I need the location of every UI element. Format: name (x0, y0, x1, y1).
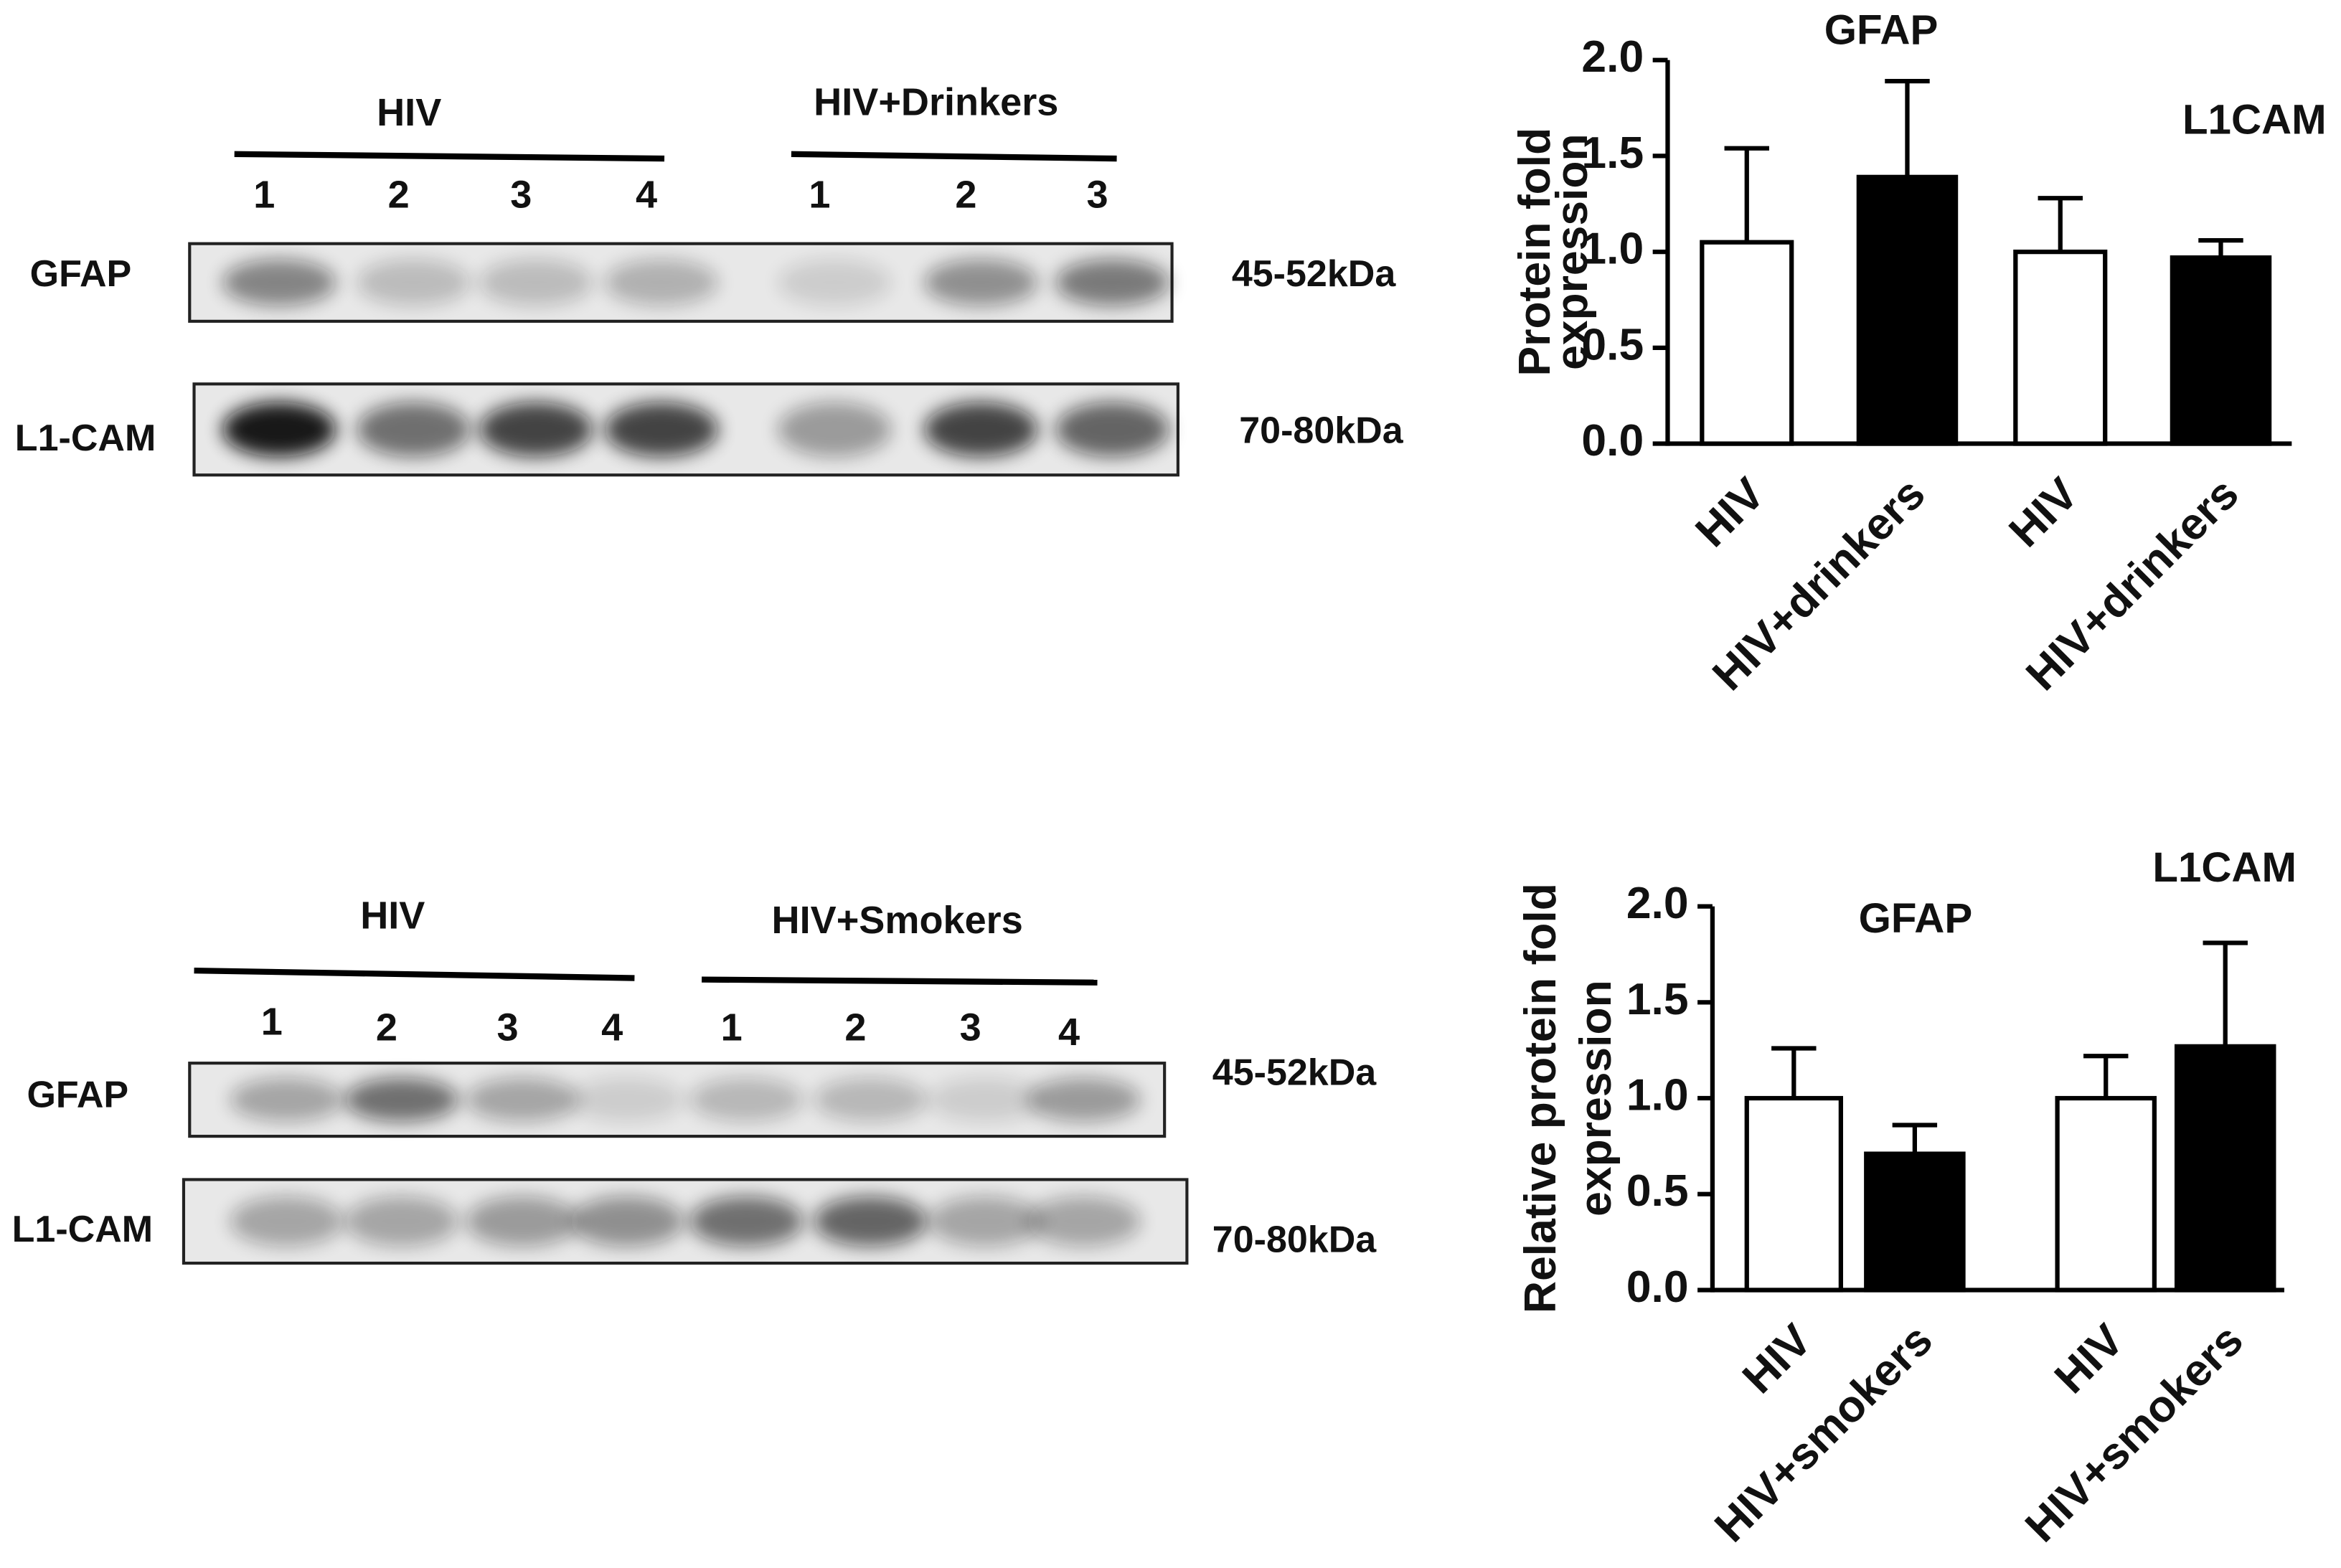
band (1027, 1196, 1141, 1247)
lane-label: 1 (253, 173, 275, 216)
band (479, 259, 593, 306)
band (814, 1077, 928, 1122)
band (928, 1077, 1042, 1122)
bar (1700, 240, 1794, 446)
lane-label: 4 (636, 173, 657, 216)
lane-label: 2 (376, 1006, 397, 1049)
lane-label: 1 (809, 173, 830, 216)
y-axis-label: Protein fold (1509, 128, 1560, 377)
annotation: L1CAM (2152, 844, 2297, 891)
y-tick-label: 0.5 (1581, 319, 1644, 369)
lane-label: 4 (601, 1006, 623, 1049)
group-line (194, 967, 635, 981)
lane-label: 3 (1086, 173, 1108, 216)
lane-label: 3 (496, 1006, 518, 1049)
row-label: L1-CAM (15, 417, 156, 459)
group-label: HIV (377, 91, 441, 134)
band (222, 259, 336, 306)
y-axis-label: Relative protein fold (1515, 883, 1565, 1313)
y-axis-label: expression (1547, 133, 1597, 370)
y-tick-label: 2.0 (1581, 32, 1644, 82)
mw-label: 45-52kDa (1212, 1052, 1377, 1094)
lane-label: 2 (955, 173, 976, 216)
band (357, 259, 471, 306)
annotation: GFAP (1824, 7, 1939, 54)
bar (2055, 1095, 2157, 1293)
band (689, 1196, 804, 1247)
bar (2174, 1044, 2276, 1293)
lane-label: 2 (844, 1006, 866, 1049)
band (689, 1077, 804, 1122)
band (778, 402, 892, 457)
band (814, 1196, 928, 1247)
y-tick-label: 0.0 (1626, 1262, 1689, 1312)
group-label: HIV+Smokers (772, 899, 1023, 942)
band (357, 402, 471, 457)
band (1055, 259, 1169, 306)
band (1055, 402, 1169, 457)
band (230, 1196, 344, 1247)
band (778, 259, 892, 306)
lane-label: 1 (261, 1000, 283, 1043)
y-tick-label: 1.0 (1581, 224, 1644, 274)
y-tick-label: 0.5 (1626, 1166, 1689, 1216)
band (604, 259, 718, 306)
group-line (791, 151, 1117, 162)
x-tick-label: HIV (1686, 468, 1774, 557)
bar (2170, 255, 2272, 446)
band (344, 1077, 458, 1122)
y-tick-label: 1.0 (1626, 1070, 1689, 1120)
bands (222, 402, 1169, 457)
bar (2013, 250, 2108, 446)
row-label: L1-CAM (12, 1209, 153, 1250)
bar (1856, 174, 1959, 446)
y-axis-label: expression (1570, 980, 1621, 1217)
bands (222, 259, 1169, 306)
bar (1864, 1151, 1966, 1293)
y-tick-label: 0.0 (1581, 415, 1644, 466)
x-tick-label: HIV (1733, 1315, 1821, 1403)
mw-label: 70-80kDa (1212, 1219, 1377, 1261)
band (924, 259, 1038, 306)
x-tick-label: HIV (1999, 468, 2088, 557)
band (1027, 1077, 1141, 1122)
row-label: GFAP (30, 253, 132, 295)
x-tick-label: HIV (2045, 1315, 2133, 1403)
band (570, 1077, 684, 1122)
bar (1744, 1095, 1843, 1293)
mw-label: 45-52kDa (1232, 253, 1397, 295)
annotation: GFAP (1859, 895, 1973, 942)
band (928, 1196, 1042, 1247)
y-tick-label: 1.5 (1626, 974, 1689, 1024)
y-tick-label: 2.0 (1626, 878, 1689, 928)
mw-label: 70-80kDa (1239, 410, 1404, 452)
bands (230, 1077, 1141, 1122)
x-tick-label: HIV+smokers (2016, 1315, 2253, 1552)
x-tick-label: HIV+smokers (1705, 1315, 1942, 1552)
group-label: HIV+Drinkers (814, 80, 1058, 123)
annotation: L1CAM (2182, 97, 2327, 143)
lane-label: 3 (960, 1006, 981, 1049)
band (570, 1196, 684, 1247)
band (222, 402, 336, 457)
band (344, 1196, 458, 1247)
lane-label: 3 (510, 173, 532, 216)
group-line (702, 976, 1098, 986)
band (466, 1196, 580, 1247)
band (924, 402, 1038, 457)
band (604, 402, 718, 457)
bands (230, 1196, 1141, 1247)
group-line (234, 151, 665, 162)
band (466, 1077, 580, 1122)
y-tick-label: 1.5 (1581, 128, 1644, 178)
group-label: HIV (360, 894, 425, 938)
row-label: GFAP (27, 1075, 128, 1116)
band (230, 1077, 344, 1122)
lane-label: 2 (388, 173, 410, 216)
lane-label: 4 (1058, 1011, 1080, 1054)
band (479, 402, 593, 457)
lane-label: 1 (721, 1006, 743, 1049)
